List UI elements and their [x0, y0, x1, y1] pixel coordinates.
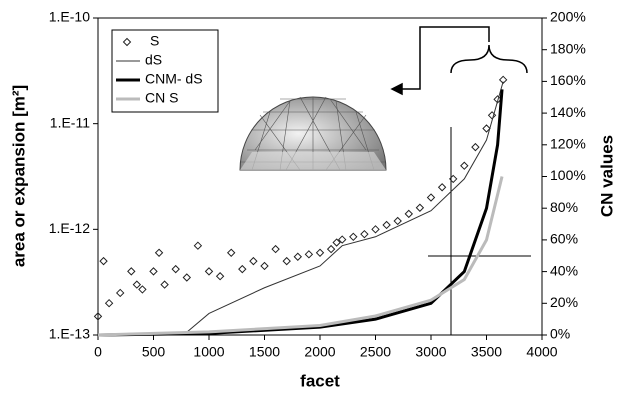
- data-point: [104, 298, 114, 308]
- data-point: [282, 256, 291, 266]
- data-point: [182, 273, 192, 282]
- data-point: [293, 252, 303, 261]
- x-tick-label: 1500: [249, 344, 280, 360]
- data-point: [448, 174, 458, 184]
- annotation: [390, 26, 528, 96]
- data-point: [415, 203, 425, 212]
- data-point: [149, 267, 158, 276]
- data-point: [260, 261, 269, 271]
- y-tick-label: 1.E-12: [49, 220, 90, 236]
- y2-tick-label: 200%: [550, 9, 586, 25]
- data-point: [160, 280, 169, 289]
- y2-tick-label: 120%: [550, 136, 586, 152]
- data-point: [304, 250, 314, 259]
- data-point: [193, 241, 203, 250]
- legend-label: S: [150, 33, 159, 49]
- x-tick-label: 4000: [526, 344, 557, 360]
- data-point: [360, 229, 369, 239]
- data-point: [171, 264, 180, 274]
- data-point: [337, 235, 347, 244]
- data-point: [371, 225, 380, 234]
- data-point: [315, 248, 325, 257]
- x-axis-title: facet: [300, 371, 340, 390]
- y2-tick-label: 20%: [550, 294, 578, 310]
- x-tick-label: 2500: [360, 344, 391, 360]
- data-point: [127, 267, 136, 276]
- x-tick-label: 1000: [193, 344, 224, 360]
- y2-tick-label: 140%: [550, 104, 586, 120]
- y2-tick-label: 0%: [550, 326, 570, 342]
- y-tick-label: 1.E-13: [49, 326, 90, 342]
- y-axis-title: area or expansion [m²]: [9, 85, 28, 267]
- data-point: [249, 256, 258, 266]
- data-point: [204, 267, 214, 276]
- data-point: [99, 256, 108, 266]
- x-tick-label: 0: [94, 344, 102, 360]
- legend-label: CNM- dS: [145, 71, 203, 87]
- data-point: [471, 142, 480, 152]
- crosshair: [428, 127, 531, 335]
- data-point: [460, 161, 469, 170]
- hemisphere-inset: [239, 96, 387, 171]
- y2-tick-label: 80%: [550, 199, 578, 215]
- data-point: [215, 272, 225, 281]
- data-point: [393, 216, 402, 226]
- y2-tick-label: 40%: [550, 262, 578, 278]
- x-tick-label: 2000: [304, 344, 335, 360]
- x-tick-label: 3000: [415, 344, 446, 360]
- data-point: [326, 244, 336, 254]
- series-line: [183, 81, 504, 336]
- data-point: [271, 244, 280, 254]
- x-tick-label: 3500: [471, 344, 502, 360]
- data-point: [154, 248, 164, 257]
- legend-label: CN S: [145, 90, 178, 106]
- data-point: [437, 183, 447, 192]
- legend-label: dS: [145, 52, 162, 68]
- data-point: [115, 288, 125, 298]
- data-point: [382, 220, 391, 230]
- data-point: [132, 280, 142, 289]
- series-line: [97, 176, 504, 337]
- x-tick-label: 500: [142, 344, 166, 360]
- data-point: [238, 264, 247, 274]
- data-point: [482, 124, 491, 133]
- y2-tick-label: 60%: [550, 231, 578, 247]
- data-point: [349, 232, 358, 241]
- legend-symbol: [122, 37, 132, 47]
- data-point: [426, 193, 436, 202]
- data-point: [138, 285, 147, 294]
- y2-axis-title: CN values: [597, 135, 616, 217]
- y2-tick-label: 180%: [550, 40, 586, 56]
- data-point: [93, 312, 103, 321]
- data-point: [332, 238, 341, 247]
- data-point: [404, 209, 414, 219]
- y2-tick-label: 160%: [550, 72, 586, 88]
- series-line: [97, 89, 504, 337]
- y-tick-label: 1.E-10: [49, 9, 90, 25]
- y2-tick-label: 100%: [550, 167, 586, 183]
- y-tick-label: 1.E-11: [50, 114, 90, 130]
- data-point: [226, 248, 236, 257]
